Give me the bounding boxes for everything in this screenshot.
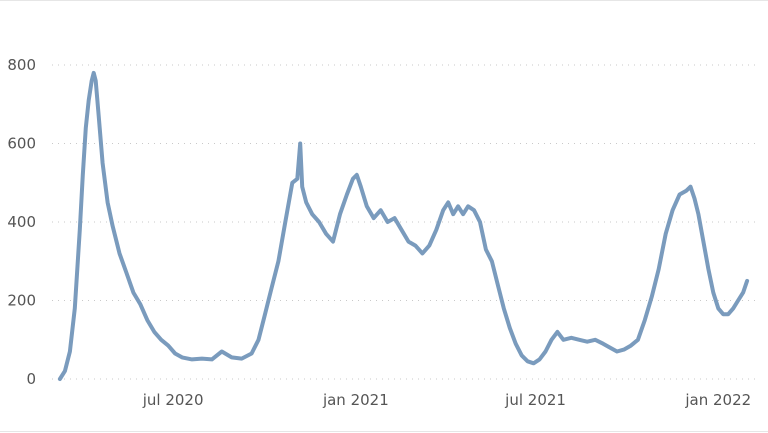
x-tick-label: jul 2021 [504, 391, 566, 409]
x-tick-label: jul 2020 [142, 391, 204, 409]
y-tick-label: 0 [26, 370, 36, 388]
x-axis-tick-labels: jul 2020 jan 2021 jul 2021 jan 2022 [142, 391, 751, 409]
series-group [57, 70, 750, 381]
y-tick-label: 400 [7, 213, 36, 231]
y-tick-label: 800 [7, 56, 36, 74]
x-tick-label: jan 2022 [684, 391, 751, 409]
series-line-0 [57, 70, 750, 381]
x-tick-label: jan 2021 [322, 391, 389, 409]
y-axis-tick-labels: 0 200 400 600 800 [7, 56, 36, 388]
y-tick-label: 200 [7, 292, 36, 310]
y-tick-label: 600 [7, 135, 36, 153]
gridlines [52, 64, 758, 380]
